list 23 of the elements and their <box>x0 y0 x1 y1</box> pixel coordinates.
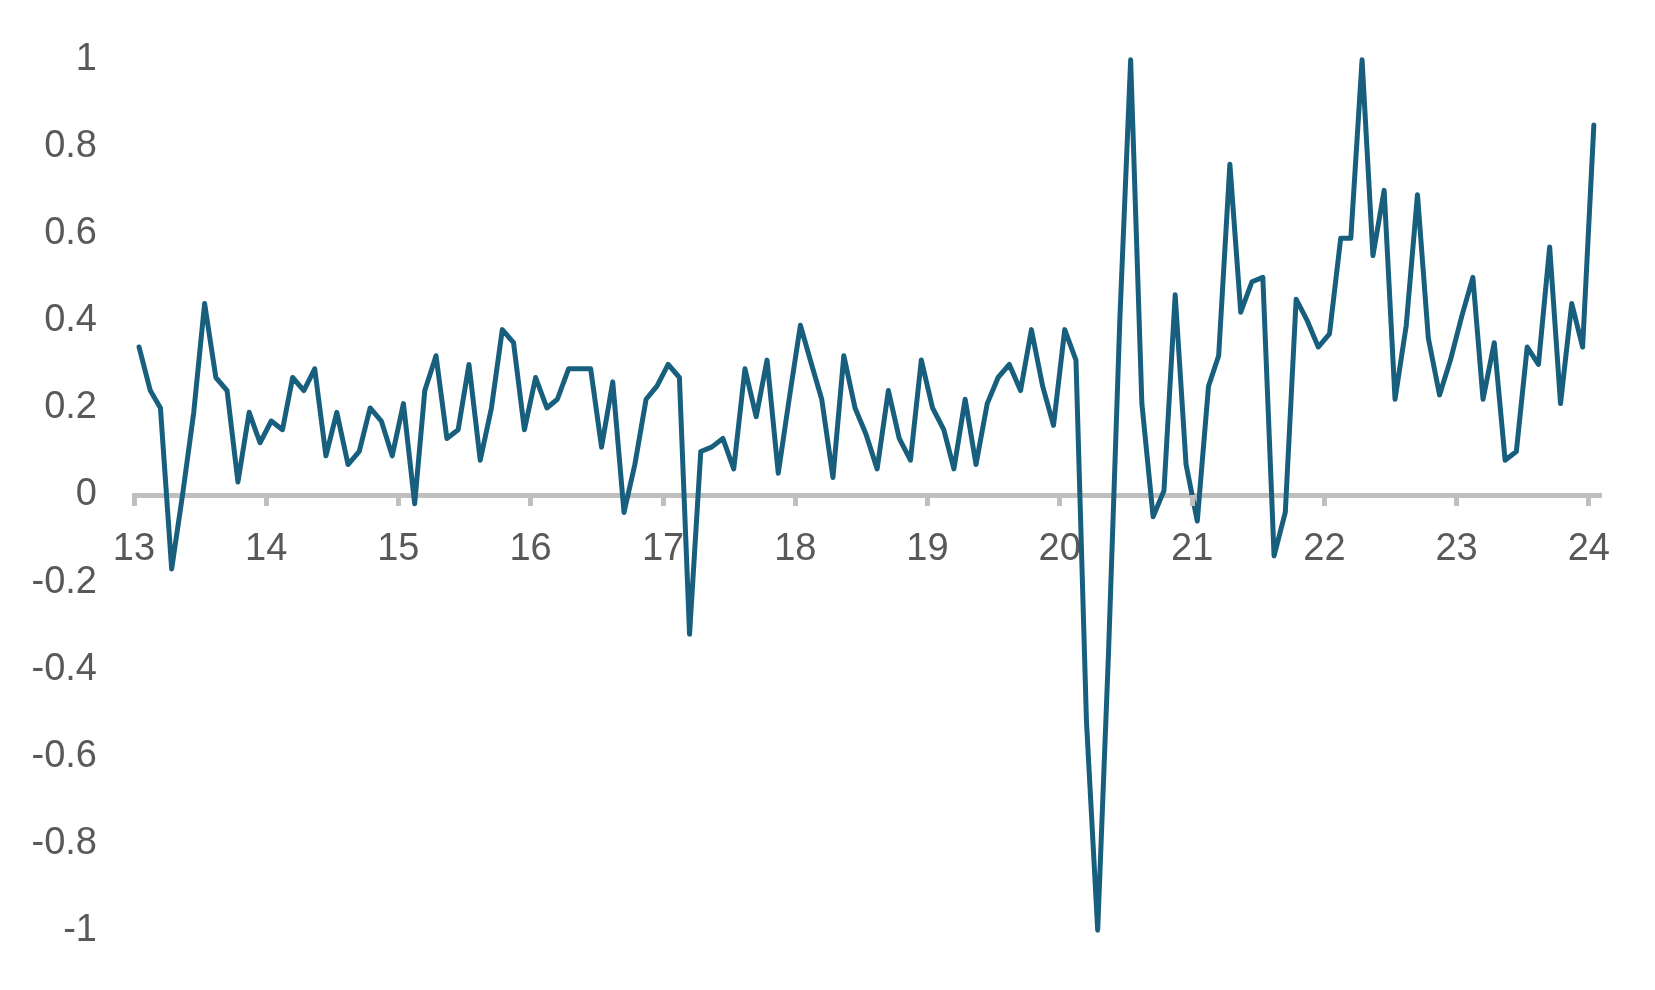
x-tick-label: 16 <box>509 526 552 569</box>
x-tick-label: 22 <box>1303 526 1346 569</box>
x-tick-label: 18 <box>774 526 817 569</box>
y-tick-label: -1 <box>63 906 97 949</box>
x-tick-label: 15 <box>377 526 420 569</box>
y-tick-label: -0.6 <box>31 732 97 775</box>
x-tick-label: 17 <box>641 526 685 569</box>
y-tick-label: -0.2 <box>31 558 97 601</box>
x-tick-label: 19 <box>906 526 949 569</box>
y-tick-label: 0 <box>75 471 97 514</box>
y-tick-label: 1 <box>75 36 97 79</box>
y-tick-label: 0.2 <box>44 384 97 427</box>
x-tick-label: 14 <box>245 526 288 569</box>
y-tick-label: -0.8 <box>31 819 97 862</box>
x-tick-label: 20 <box>1038 526 1081 569</box>
x-tick-label: 21 <box>1171 526 1214 569</box>
y-tick-label: -0.4 <box>31 645 97 688</box>
x-tick-label: 23 <box>1435 526 1478 569</box>
y-tick-label: 0.4 <box>44 297 97 340</box>
y-tick-label: 0.8 <box>44 123 97 166</box>
x-tick-label: 13 <box>112 526 156 569</box>
x-tick-label: 24 <box>1567 526 1610 569</box>
y-tick-label: 0.6 <box>44 210 97 253</box>
